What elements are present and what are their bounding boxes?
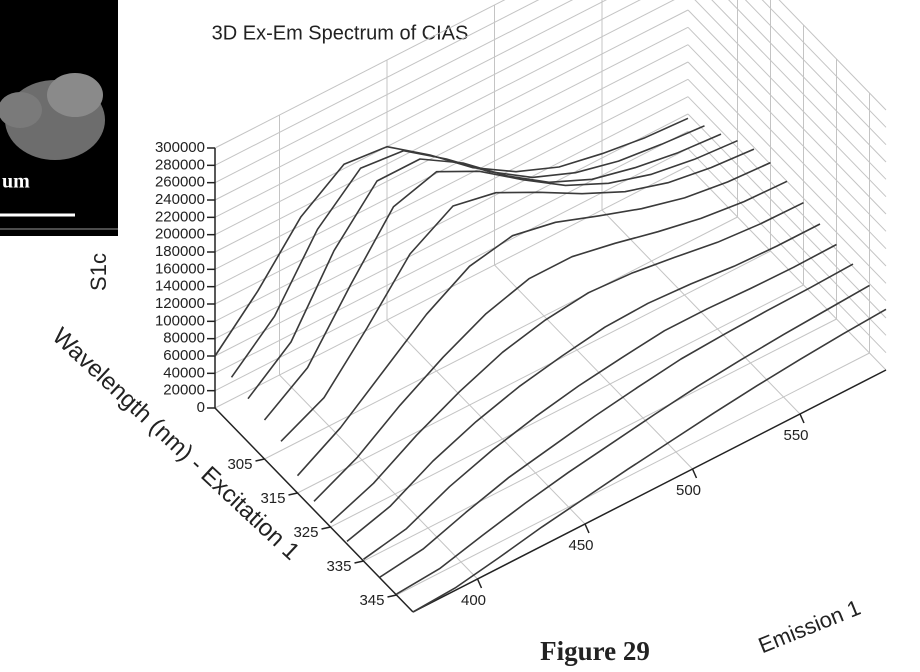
grid-line (214, 0, 540, 166)
z-axis-label: S1c (86, 253, 111, 291)
z-tick-label: 200000 (155, 226, 205, 243)
grid-line (264, 216, 738, 460)
spectrum-line (363, 243, 837, 560)
grid-line (214, 96, 689, 340)
z-tick-label: 280000 (155, 156, 205, 173)
x-tick (799, 413, 805, 424)
grid-line (687, 44, 887, 250)
excitation-tick (387, 594, 397, 598)
grid-line (687, 96, 887, 302)
spectrum-line (396, 284, 870, 595)
spectrum-line (412, 308, 887, 613)
z-tick-label: 0 (197, 399, 205, 416)
grid-line (297, 250, 771, 494)
grid-line (694, 0, 887, 198)
grid-line (214, 44, 689, 288)
grid-line (214, 0, 641, 218)
grid-line (687, 113, 887, 319)
z-tick-label: 140000 (155, 278, 205, 295)
grid-line (214, 0, 506, 149)
excitation-tick (321, 526, 331, 530)
spectrum-line (263, 139, 738, 421)
spectrum-line (313, 180, 788, 502)
z-tick-label: 300000 (155, 139, 205, 156)
grid-line (214, 61, 689, 305)
excitation-tick-label: 335 (326, 558, 351, 575)
inset-particle (0, 92, 42, 128)
x-tick-label: 500 (676, 482, 701, 499)
grid-line (214, 9, 689, 253)
z-tick-label: 240000 (155, 191, 205, 208)
grid-line (687, 26, 887, 232)
chart-title: 3D Ex-Em Spectrum of CIAS (212, 22, 469, 44)
z-tick-label: 60000 (163, 347, 205, 364)
grid-line (687, 61, 887, 267)
grid-line (494, 264, 693, 470)
x-axis (412, 369, 887, 613)
spectrum-line (296, 161, 771, 477)
spectrum-line (329, 201, 804, 524)
grid-line (687, 148, 887, 354)
x-tick-label: 400 (461, 592, 486, 609)
x-tick (584, 523, 590, 534)
grid-line (396, 352, 870, 596)
z-tick-label: 180000 (155, 243, 205, 260)
z-tick-label: 80000 (163, 330, 205, 347)
x-tick (691, 468, 698, 479)
excitation-tick-label: 315 (260, 490, 285, 507)
excitation-tick-label: 345 (359, 592, 384, 609)
z-tick-label: 220000 (155, 208, 205, 225)
grid-line (214, 130, 689, 374)
x-tick (476, 578, 483, 589)
grid-line (214, 0, 675, 236)
grid-line (744, 0, 887, 146)
excitation-tick-label: 325 (293, 524, 318, 541)
grid-line (728, 0, 887, 163)
spectrum-line (280, 148, 755, 442)
grid-line (687, 165, 887, 371)
excitation-axis (214, 407, 414, 613)
grid-line (386, 319, 586, 525)
grid-line (330, 284, 804, 528)
grid-line (778, 0, 887, 111)
x-tick-label: 450 (568, 537, 593, 554)
x-axis-label: Emission 1 (755, 595, 864, 658)
excitation-tick (288, 492, 298, 496)
excitation-tick (255, 458, 265, 462)
z-tick-label: 120000 (155, 295, 205, 312)
grid-line (363, 318, 837, 562)
inset-particle (47, 73, 103, 117)
excitation-tick (354, 560, 364, 564)
inset-label: um (2, 171, 30, 193)
excitation-tick-label: 305 (227, 456, 252, 473)
x-tick-label: 550 (783, 427, 808, 444)
figure-caption: Figure 29 (540, 636, 650, 666)
spectrum-line (379, 263, 854, 578)
grid-line (214, 0, 608, 201)
grid-line (214, 148, 689, 392)
grid-line (214, 0, 574, 184)
inset-image: um (0, 0, 118, 236)
spectrum-line (230, 125, 705, 378)
spectrum-line (247, 133, 722, 400)
grid-line (687, 9, 887, 215)
z-tick-label: 100000 (155, 312, 205, 329)
grid-line (687, 130, 887, 336)
z-tick-label: 260000 (155, 174, 205, 191)
grid-line (214, 113, 689, 357)
z-tick-label: 160000 (155, 260, 205, 277)
grid-line (761, 0, 887, 128)
grid-line (214, 78, 689, 322)
z-tick-label: 40000 (163, 364, 205, 381)
z-tick-label: 20000 (163, 382, 205, 399)
grid-line (711, 0, 887, 180)
spectrum-line (346, 223, 821, 543)
